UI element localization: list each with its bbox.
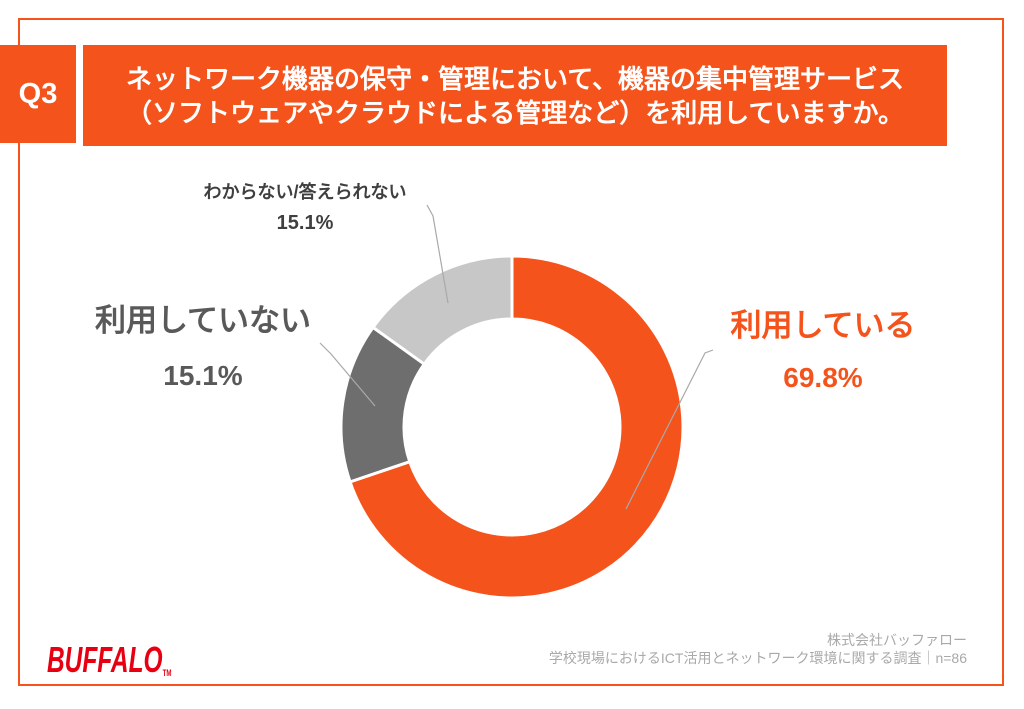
- question-number-label: Q3: [18, 77, 58, 110]
- question-number-box: Q3: [0, 45, 76, 143]
- data-label-not-using-percent: 15.1%: [163, 360, 243, 391]
- survey-credit-company: 株式会社バッファロー: [827, 632, 967, 648]
- leader-line-0: [625, 349, 714, 510]
- question-title-line1: ネットワーク機器の保守・管理において、機器の集中管理サービス: [126, 63, 904, 94]
- trademark-symbol: TM: [162, 668, 172, 678]
- survey-credit: 株式会社バッファロー 学校現場におけるICT活用とネットワーク環境に関する調査｜…: [549, 631, 967, 667]
- data-label-using-text: 利用している: [730, 308, 916, 343]
- data-label-unknown-percent: 15.1%: [276, 212, 334, 234]
- leader-line-2: [426, 204, 449, 304]
- data-label-using: 利用している 69.8%: [730, 300, 915, 404]
- donut-slice-0: [348, 254, 685, 600]
- donut-slice-2: [370, 254, 514, 367]
- buffalo-logo: BUFFALOTM: [47, 642, 172, 688]
- data-label-not-using-text: 利用していない: [94, 303, 312, 338]
- question-title-box: ネットワーク機器の保守・管理において、機器の集中管理サービス （ソフトウェアやク…: [83, 45, 947, 146]
- buffalo-logo-text: BUFFALO: [47, 639, 163, 680]
- data-label-unknown-text: わからない/答えられない: [203, 182, 407, 202]
- survey-credit-title: 学校現場におけるICT活用とネットワーク環境に関する調査｜n=86: [548, 650, 967, 666]
- data-label-not-using: 利用していない 15.1%: [95, 293, 311, 403]
- data-label-unknown: わからない/答えられない 15.1%: [204, 177, 407, 239]
- leader-line-1: [319, 342, 376, 407]
- slide-border: [18, 18, 1004, 686]
- data-label-using-percent: 69.8%: [783, 362, 863, 393]
- question-title-line2: （ソフトウェアやクラウドによる管理など）を利用していますか。: [126, 97, 904, 128]
